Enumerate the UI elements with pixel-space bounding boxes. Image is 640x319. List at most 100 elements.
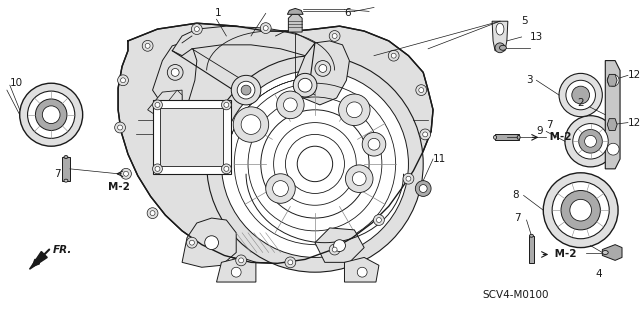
Circle shape [191,24,202,34]
Circle shape [207,56,423,272]
Circle shape [293,73,317,97]
Ellipse shape [496,23,504,35]
Text: 11: 11 [433,154,446,164]
Circle shape [579,130,602,153]
Text: SCV4-M0100: SCV4-M0100 [483,290,548,300]
Circle shape [236,255,246,266]
Polygon shape [118,23,433,263]
Circle shape [329,244,340,255]
Ellipse shape [64,179,68,182]
Circle shape [288,260,293,265]
Text: FR.: FR. [53,245,72,255]
Polygon shape [602,245,622,260]
Circle shape [333,240,346,251]
Circle shape [124,171,129,176]
Circle shape [573,123,608,159]
Circle shape [260,23,271,33]
Text: 5: 5 [522,16,528,26]
Polygon shape [289,14,302,32]
Circle shape [422,132,428,137]
Polygon shape [148,90,182,120]
Circle shape [376,218,381,222]
Circle shape [276,91,304,119]
Circle shape [415,181,431,197]
Circle shape [224,167,229,171]
Text: 8: 8 [512,190,518,200]
Circle shape [263,26,268,31]
Circle shape [147,208,158,219]
Circle shape [329,31,340,41]
Polygon shape [29,251,47,269]
Polygon shape [492,21,508,51]
Circle shape [155,102,160,107]
Polygon shape [182,218,236,267]
Circle shape [221,100,231,110]
Circle shape [285,257,296,268]
Text: 1: 1 [214,8,221,19]
Circle shape [419,185,427,192]
Circle shape [561,190,600,230]
Text: 7: 7 [546,120,553,130]
Circle shape [231,267,241,277]
Polygon shape [529,236,534,263]
Circle shape [391,53,396,58]
Circle shape [120,168,131,179]
Ellipse shape [64,156,68,159]
Text: 7: 7 [54,169,61,179]
Circle shape [273,181,289,197]
Circle shape [221,164,231,174]
Circle shape [115,122,125,133]
Circle shape [172,69,179,76]
Polygon shape [495,134,518,140]
Circle shape [150,211,155,216]
Circle shape [406,176,411,181]
Polygon shape [607,74,617,86]
Circle shape [607,143,619,155]
Circle shape [332,33,337,39]
Circle shape [368,138,380,150]
Circle shape [353,172,366,186]
Circle shape [241,115,261,134]
Circle shape [607,74,619,86]
Circle shape [167,64,183,80]
Circle shape [388,50,399,61]
Circle shape [118,75,129,86]
Polygon shape [216,257,256,282]
Circle shape [205,236,218,249]
Circle shape [221,70,408,257]
Text: 3: 3 [527,75,533,85]
Circle shape [584,135,596,147]
Circle shape [35,99,67,130]
Polygon shape [315,228,364,262]
Circle shape [155,167,160,171]
Polygon shape [163,90,182,144]
Circle shape [559,73,602,117]
Circle shape [420,129,431,140]
Circle shape [339,94,370,126]
Circle shape [346,165,373,192]
Circle shape [186,237,197,248]
Circle shape [266,174,295,203]
Text: 7: 7 [514,213,520,223]
Polygon shape [295,41,349,105]
Polygon shape [152,43,197,110]
Circle shape [189,240,195,245]
Text: 6: 6 [344,8,351,19]
Polygon shape [172,26,315,56]
Polygon shape [152,100,231,174]
Circle shape [42,106,60,123]
Circle shape [152,164,163,174]
Circle shape [28,91,75,138]
Text: M-2: M-2 [551,249,577,259]
Circle shape [543,173,618,248]
Circle shape [572,86,589,104]
Circle shape [298,78,312,92]
Circle shape [566,80,595,110]
Text: 12: 12 [628,70,640,80]
Text: 2: 2 [578,98,584,108]
Circle shape [374,215,385,226]
Circle shape [233,107,269,142]
Polygon shape [62,157,70,181]
Text: 10: 10 [10,78,23,88]
Text: 9: 9 [536,126,543,137]
